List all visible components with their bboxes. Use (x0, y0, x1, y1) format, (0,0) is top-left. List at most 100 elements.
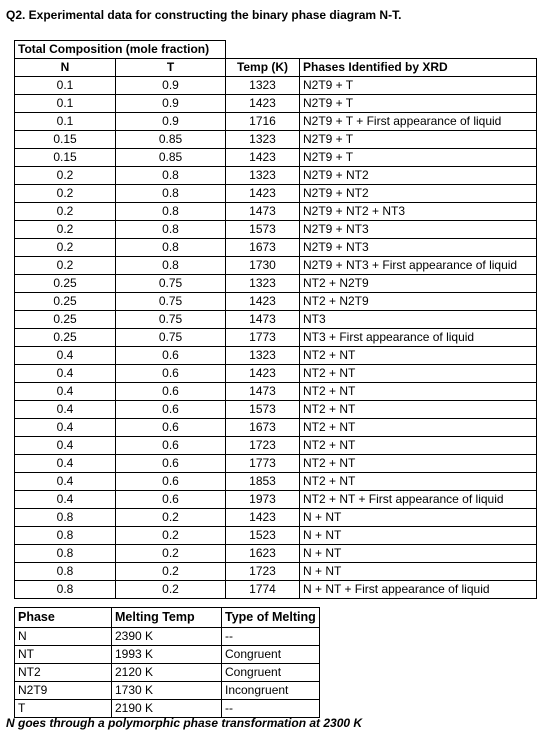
table-row: NT 1993 K Congruent (14, 645, 320, 664)
cell-temp: 1673 (225, 238, 300, 257)
cell-phases: N2T9 + NT3 + First appearance of liquid (299, 256, 537, 275)
cell-temp: 1423 (225, 94, 300, 113)
cell-t: 0.6 (115, 490, 226, 509)
table-row: 0.2 0.8 1673 N2T9 + NT3 (14, 238, 537, 257)
cell-n: 0.4 (14, 346, 116, 365)
cell-t: 0.2 (115, 508, 226, 527)
cell-temp: 1423 (225, 364, 300, 383)
cell-temp: 1323 (225, 76, 300, 95)
cell-phases: N2T9 + T (299, 148, 537, 167)
cell-t: 0.2 (115, 544, 226, 563)
cell-temp: 1573 (225, 220, 300, 239)
cell-t: 0.2 (115, 562, 226, 581)
cell-t: 0.6 (115, 472, 226, 491)
cell-temp: 1730 (225, 256, 300, 275)
cell-temp: 1774 (225, 580, 300, 599)
cell-t: 0.8 (115, 184, 226, 203)
cell-phase: NT2 (14, 663, 112, 682)
cell-temp: 1716 (225, 112, 300, 131)
cell-temp: 1323 (225, 346, 300, 365)
cell-type-of-melting: Congruent (221, 645, 320, 664)
total-composition-header: Total Composition (mole fraction) (14, 40, 226, 59)
column-header-type-of-melting: Type of Melting (221, 607, 320, 628)
cell-phases: NT2 + NT (299, 454, 537, 473)
cell-t: 0.75 (115, 328, 226, 347)
table-row: 0.15 0.85 1423 N2T9 + T (14, 148, 537, 167)
column-header-temp: Temp (K) (225, 58, 300, 77)
cell-phases: N + NT (299, 508, 537, 527)
cell-n: 0.25 (14, 310, 116, 329)
cell-t: 0.8 (115, 238, 226, 257)
cell-t: 0.2 (115, 580, 226, 599)
cell-phases: NT2 + NT + First appearance of liquid (299, 490, 537, 509)
table-row: 0.25 0.75 1323 NT2 + N2T9 (14, 274, 537, 293)
cell-t: 0.75 (115, 310, 226, 329)
cell-n: 0.2 (14, 256, 116, 275)
cell-n: 0.4 (14, 454, 116, 473)
cell-t: 0.6 (115, 346, 226, 365)
cell-phases: N2T9 + T + First appearance of liquid (299, 112, 537, 131)
cell-n: 0.25 (14, 328, 116, 347)
cell-temp: 1673 (225, 418, 300, 437)
cell-temp: 1523 (225, 526, 300, 545)
cell-t: 0.8 (115, 256, 226, 275)
cell-t: 0.6 (115, 418, 226, 437)
cell-t: 0.9 (115, 112, 226, 131)
cell-t: 0.9 (115, 94, 226, 113)
cell-temp: 1573 (225, 400, 300, 419)
cell-t: 0.85 (115, 148, 226, 167)
cell-n: 0.25 (14, 292, 116, 311)
column-header-melting-temp: Melting Temp (111, 607, 222, 628)
cell-phase: N (14, 627, 112, 646)
table-row: 0.2 0.8 1323 N2T9 + NT2 (14, 166, 537, 185)
cell-t: 0.6 (115, 436, 226, 455)
cell-phases: NT2 + NT (299, 382, 537, 401)
table-row: 0.4 0.6 1773 NT2 + NT (14, 454, 537, 473)
cell-temp: 1423 (225, 184, 300, 203)
table-row: 0.4 0.6 1323 NT2 + NT (14, 346, 537, 365)
cell-phases: N2T9 + NT2 + NT3 (299, 202, 537, 221)
cell-temp: 1323 (225, 130, 300, 149)
cell-phases: NT2 + NT (299, 364, 537, 383)
cell-n: 0.15 (14, 130, 116, 149)
cell-phases: N + NT (299, 562, 537, 581)
cell-t: 0.8 (115, 202, 226, 221)
cell-temp: 1973 (225, 490, 300, 509)
cell-t: 0.6 (115, 364, 226, 383)
table-row: 0.8 0.2 1774 N + NT + First appearance of l… (14, 580, 537, 599)
cell-t: 0.6 (115, 454, 226, 473)
cell-phases: N2T9 + NT2 (299, 184, 537, 203)
cell-n: 0.4 (14, 364, 116, 383)
table-row: N2T9 1730 K Incongruent (14, 681, 320, 700)
cell-type-of-melting: Incongruent (221, 681, 320, 700)
cell-n: 0.1 (14, 76, 116, 95)
table-row: 0.1 0.9 1423 N2T9 + T (14, 94, 537, 113)
cell-melting-temp: 2190 K (111, 699, 222, 718)
column-header-row: N T Temp (K) Phases Identified by XRD (14, 58, 537, 77)
cell-n: 0.1 (14, 94, 116, 113)
cell-n: 0.2 (14, 238, 116, 257)
cell-phase: NT (14, 645, 112, 664)
cell-melting-temp: 2390 K (111, 627, 222, 646)
cell-phases: N + NT + First appearance of liquid (299, 580, 537, 599)
table-row: T 2190 K -- (14, 699, 320, 718)
polymorphic-note: N goes through a polymorphic phase trans… (6, 716, 363, 730)
cell-phases: N2T9 + NT3 (299, 220, 537, 239)
cell-phases: N2T9 + T (299, 94, 537, 113)
table-row: 0.4 0.6 1423 NT2 + NT (14, 364, 537, 383)
table-row: 0.2 0.8 1473 N2T9 + NT2 + NT3 (14, 202, 537, 221)
cell-temp: 1323 (225, 166, 300, 185)
cell-phases: NT2 + NT (299, 472, 537, 491)
cell-phases: N2T9 + T (299, 76, 537, 95)
experimental-data-table: Total Composition (mole fraction) N T Te… (14, 40, 537, 599)
cell-temp: 1423 (225, 292, 300, 311)
cell-type-of-melting: -- (221, 627, 320, 646)
cell-phases: NT2 + NT (299, 346, 537, 365)
cell-temp: 1473 (225, 382, 300, 401)
column-header-n: N (14, 58, 116, 77)
table-row: 0.4 0.6 1473 NT2 + NT (14, 382, 537, 401)
cell-n: 0.4 (14, 400, 116, 419)
table-row: 0.8 0.2 1723 N + NT (14, 562, 537, 581)
cell-n: 0.8 (14, 508, 116, 527)
column-header-phase: Phase (14, 607, 112, 628)
